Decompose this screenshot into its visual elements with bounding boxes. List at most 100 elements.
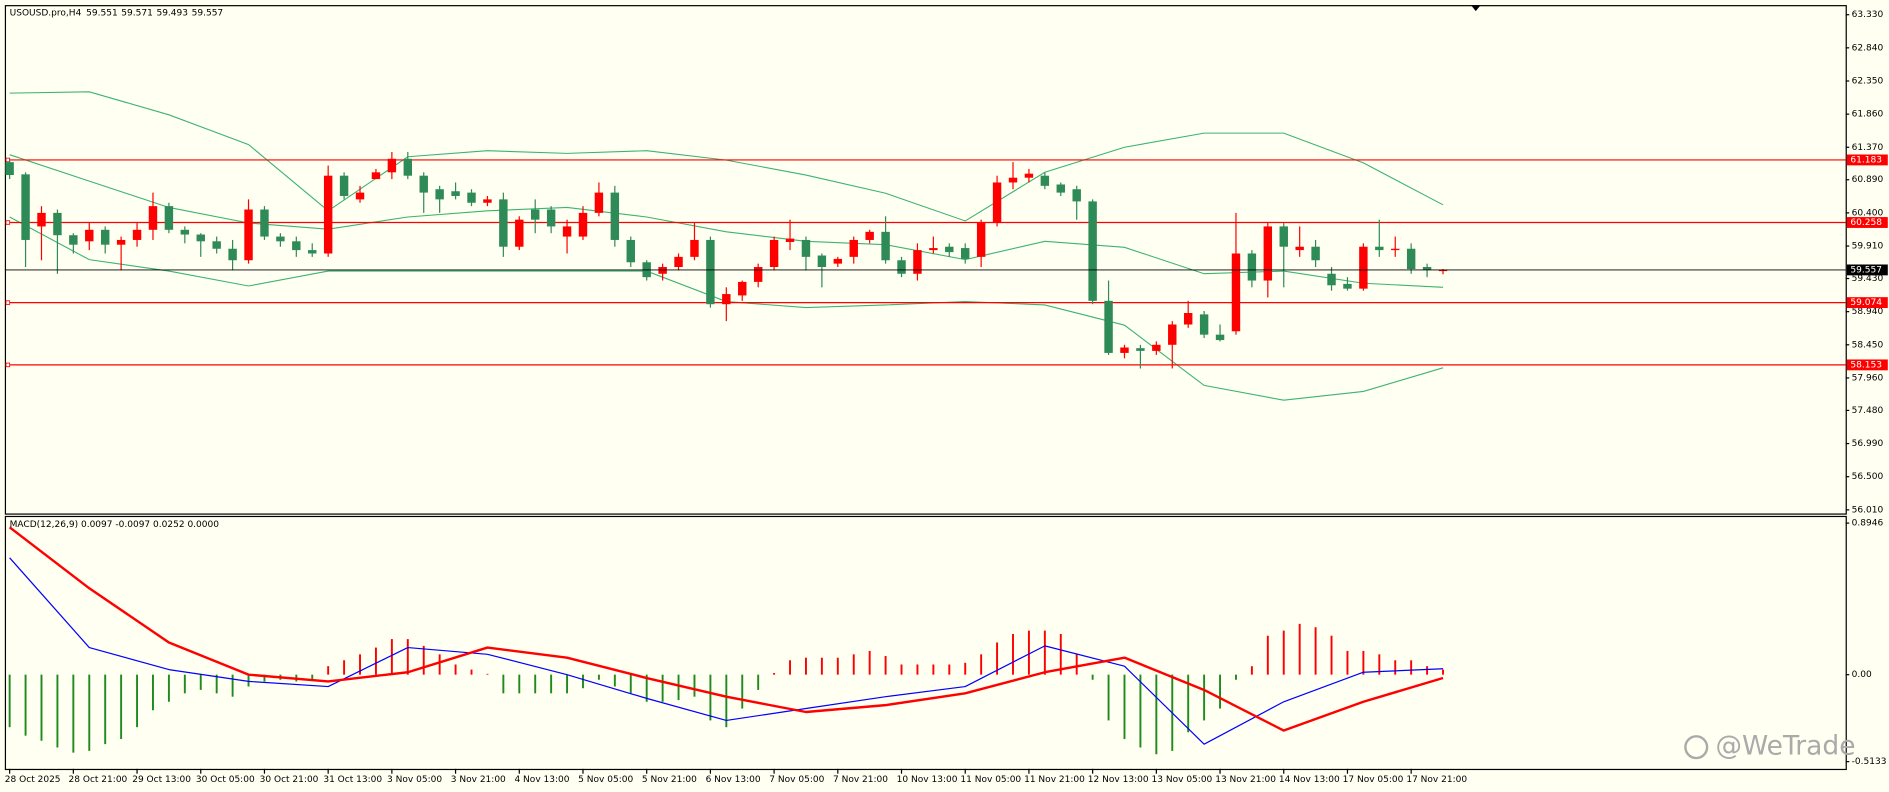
candle-body [467, 192, 476, 203]
candle-body [1375, 246, 1384, 251]
y-tick-label: -0.5133 [1852, 757, 1887, 767]
y-tick-label: 60.890 [1852, 175, 1884, 185]
header-value: 59.493 [156, 8, 188, 18]
level-label: 59.074 [1850, 298, 1882, 308]
watermark-icon [1684, 735, 1709, 760]
candle-body [1183, 313, 1193, 325]
candle-body [387, 158, 397, 173]
header-value: 59.557 [192, 8, 224, 18]
candle-body [69, 235, 78, 245]
candle-body [976, 223, 986, 257]
candle-body [1040, 175, 1050, 186]
level-tag [1846, 217, 1888, 228]
candle-body [483, 199, 492, 203]
candle-body [244, 209, 253, 261]
level-label: 58.153 [1850, 360, 1882, 370]
y-tick-label: 58.450 [1852, 340, 1884, 350]
candle-body [1406, 248, 1416, 270]
candle-body [1008, 177, 1018, 183]
candle-body [85, 229, 94, 242]
x-tick-label: 17 Nov 05:00 [1343, 775, 1404, 785]
candle-body [801, 239, 811, 257]
candle-body [196, 234, 205, 242]
candle-body [546, 209, 556, 227]
candle-body [1072, 189, 1081, 202]
candle-body [1295, 246, 1304, 251]
candle-body [1327, 273, 1336, 286]
candle-body [992, 182, 1002, 224]
candle-body [1215, 334, 1225, 341]
candle-body [451, 191, 460, 196]
level-tag [1846, 297, 1888, 309]
level-tag [1846, 359, 1888, 371]
y-tick-label: 58.940 [1852, 307, 1884, 317]
y-tick-label: 0.00 [1852, 670, 1872, 680]
x-tick-label: 28 Oct 2025 [5, 775, 61, 785]
y-tick-label: 0.8946 [1852, 519, 1884, 529]
candle-body [1120, 347, 1129, 353]
y-tick-label: 57.480 [1852, 406, 1884, 416]
candle-body [849, 239, 858, 257]
candle-body [1088, 201, 1097, 301]
candle-body [1311, 246, 1320, 261]
candle-body [706, 239, 715, 305]
candle-body [865, 231, 874, 240]
candle-body [1056, 184, 1065, 193]
candle-body [292, 241, 301, 251]
candle-body [690, 239, 699, 257]
candle-body [897, 260, 906, 274]
candle-body [913, 250, 922, 274]
y-tick-label: 59.430 [1852, 274, 1884, 284]
x-tick-label: 5 Nov 05:00 [578, 775, 633, 785]
candle-body [1231, 253, 1241, 332]
candle-body [1199, 314, 1209, 335]
x-tick-label: 7 Nov 21:00 [833, 775, 888, 785]
header-value: USOUSD.pro,H4 [10, 8, 82, 18]
candle-body [1104, 300, 1113, 353]
price-tag [1846, 264, 1888, 276]
candle-body [1136, 348, 1145, 351]
candle-body [785, 238, 795, 242]
candle-body [499, 199, 508, 247]
x-tick-label: 30 Oct 21:00 [260, 775, 319, 785]
x-tick-label: 11 Nov 05:00 [960, 775, 1021, 785]
x-tick-label: 5 Nov 21:00 [642, 775, 697, 785]
candle-body [530, 209, 540, 220]
x-tick-label: 4 Nov 13:00 [514, 775, 569, 785]
level-label: 60.258 [1850, 218, 1882, 228]
candle-body [276, 236, 285, 242]
y-tick-label: 60.400 [1852, 208, 1884, 218]
candle-body [212, 241, 221, 249]
x-tick-label: 7 Nov 05:00 [769, 775, 824, 785]
x-tick-label: 17 Nov 21:00 [1406, 775, 1467, 785]
candle-body [228, 248, 237, 261]
y-tick-label: 63.330 [1852, 10, 1884, 20]
candle-body [21, 174, 30, 240]
x-tick-label: 28 Oct 21:00 [69, 775, 128, 785]
candle-body [116, 239, 126, 245]
candle-body [1343, 283, 1352, 289]
shift-marker [1470, 5, 1481, 12]
candle-body [1152, 344, 1161, 351]
candle-body [881, 231, 890, 261]
candle-body [594, 192, 604, 213]
candle-body [419, 175, 428, 193]
candle-body [1247, 253, 1257, 281]
candle-body [562, 226, 572, 237]
candle-body [339, 175, 349, 196]
macd-line [8, 526, 1444, 732]
x-tick-label: 30 Oct 05:00 [196, 775, 255, 785]
candle-body [148, 206, 158, 230]
candle-body [1279, 226, 1288, 247]
macd-panel [4, 515, 1847, 771]
candle-body [403, 158, 413, 176]
candle-body [164, 206, 174, 230]
candle-body [961, 248, 970, 259]
candle-body [53, 212, 62, 236]
candle-body [1263, 226, 1273, 281]
candle-body [769, 239, 779, 268]
x-tick-label: 12 Nov 13:00 [1088, 775, 1149, 785]
candle-body [260, 209, 269, 237]
